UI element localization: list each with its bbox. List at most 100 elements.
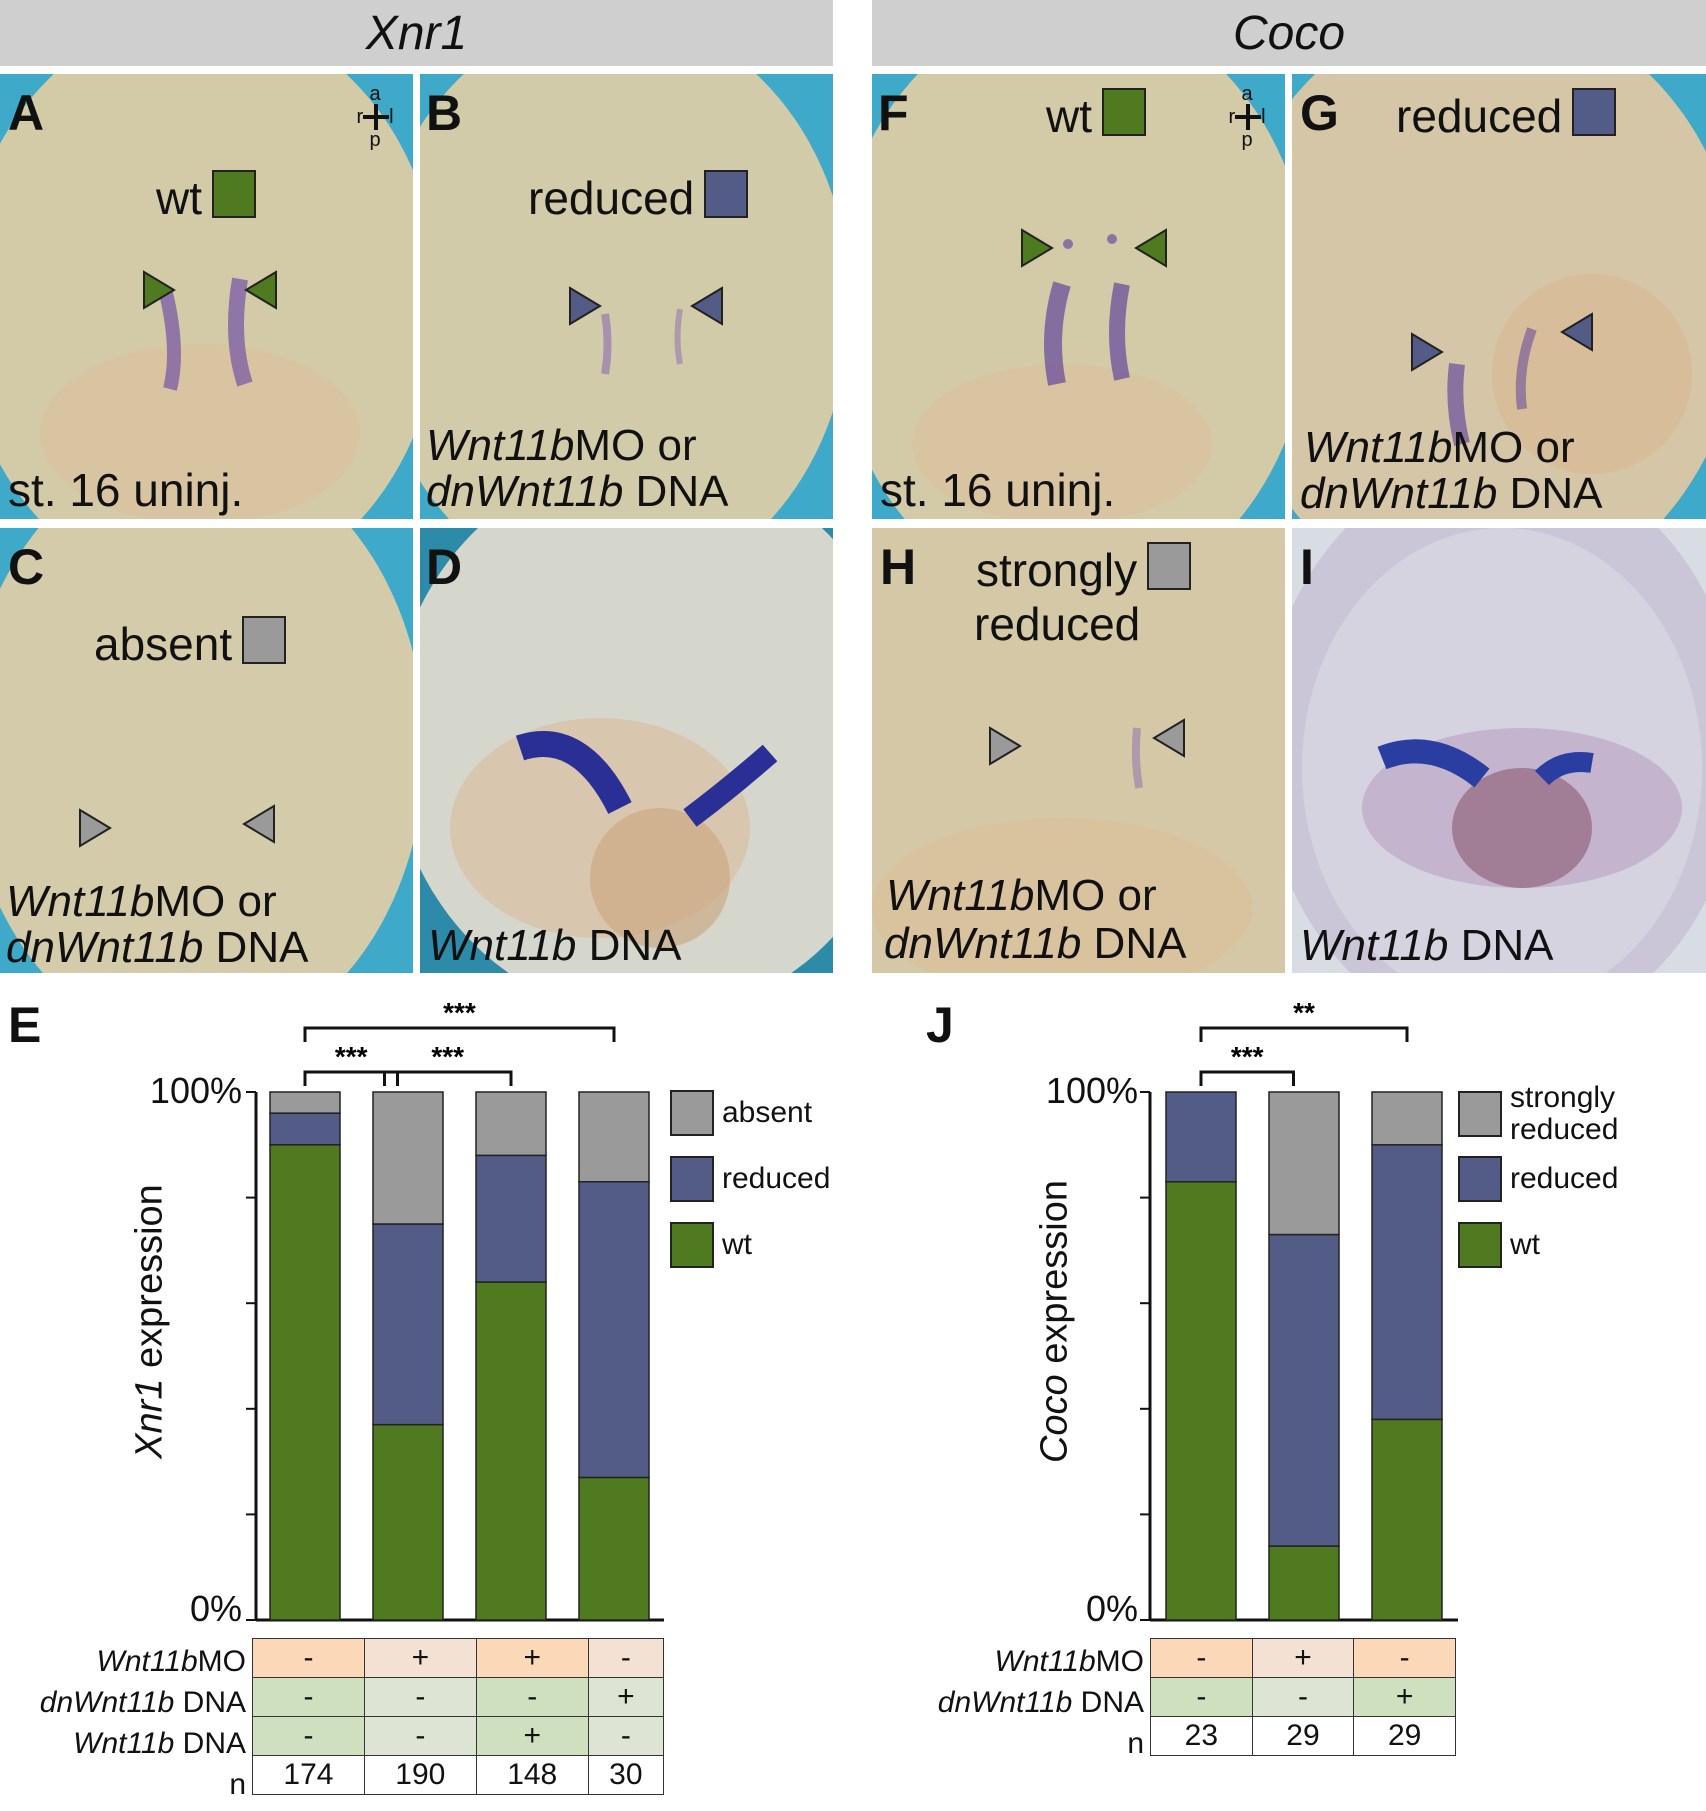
wt-swatch <box>1102 88 1146 136</box>
arrowhead-left-icon <box>690 286 723 326</box>
bar-segment-reduced <box>1165 1091 1237 1183</box>
bar-segment-reduced <box>1268 1233 1340 1547</box>
table-cell: + <box>587 1677 665 1717</box>
significance-stars: *** <box>1231 1041 1264 1072</box>
bar-segment-reduced <box>372 1223 444 1426</box>
table-cell: - <box>252 1716 365 1756</box>
tag-reduced: reduced <box>1396 88 1617 140</box>
panel-label-c: C <box>8 539 45 595</box>
legend-item-strongly-reduced: strongly reduced <box>1458 1082 1630 1145</box>
bracket-line <box>1199 1070 1295 1086</box>
table-cell: - <box>587 1716 665 1756</box>
tag-absent: absent <box>94 616 287 668</box>
tag-strongly-reduced-line2: reduced <box>974 598 1141 650</box>
embryo-image-g <box>1292 74 1706 519</box>
table-cell: + <box>475 1716 589 1756</box>
legend-item-reduced: reduced <box>670 1156 830 1202</box>
table-cell: + <box>363 1638 477 1678</box>
condition-text: dnWnt11b DNA <box>6 923 309 972</box>
bar-segment-absent <box>372 1091 444 1225</box>
condition-text: dnWnt11b DNA <box>884 919 1187 968</box>
bar-segment-reduced <box>269 1112 341 1146</box>
bracket-line <box>303 1070 399 1086</box>
arrowhead-left-icon <box>1560 312 1593 352</box>
reduced-swatch <box>1572 88 1617 136</box>
bar-segment-wt <box>1268 1545 1340 1621</box>
bar-segment-wt <box>372 1423 444 1621</box>
bar-segment-strongly-reduced <box>1268 1091 1340 1236</box>
table-cell: - <box>587 1638 665 1678</box>
stage-label: st. 16 uninj. <box>880 464 1116 516</box>
panel-f: F wt a r l p st. 16 uninj. <box>872 74 1285 519</box>
panel-label-g: G <box>1300 85 1339 141</box>
significance-stars: *** <box>443 997 476 1028</box>
bar-segment-wt <box>1165 1181 1237 1621</box>
arrowhead-right-icon <box>989 726 1022 766</box>
table-row: - + - <box>1150 1638 1456 1678</box>
header-coco: Coco <box>872 0 1706 66</box>
legend-item-wt: wt <box>1458 1222 1540 1268</box>
table-cell: + <box>1353 1677 1456 1717</box>
bar-segment-wt <box>1371 1418 1443 1621</box>
table-cell-n: 23 <box>1150 1716 1253 1756</box>
table-cell: - <box>1150 1638 1253 1678</box>
table-row: - - - + <box>252 1677 665 1717</box>
condition-table-e: - + + - - - - + - - + - 174 190 148 30 <box>252 1638 665 1795</box>
table-row-label: Wnt11bMO <box>96 1645 247 1678</box>
table-row-n: 23 29 29 <box>1150 1716 1456 1756</box>
arrowhead-right-icon <box>143 270 176 310</box>
significance-bracket: *** <box>383 1041 513 1086</box>
panel-g: G reduced Wnt11bMO or dnWnt11b DNA <box>1292 74 1706 519</box>
table-cell: + <box>475 1638 589 1678</box>
significance-bracket: *** <box>1199 1041 1295 1086</box>
table-cell: - <box>252 1677 365 1717</box>
condition-text: Wnt11b DNA <box>428 921 682 970</box>
significance-bracket: ** <box>1199 997 1409 1042</box>
table-cell-n: 30 <box>587 1755 665 1795</box>
condition-text: Wnt11bMO or <box>1304 423 1575 472</box>
table-row-label: dnWnt11b DNA <box>937 1686 1144 1719</box>
legend-item-absent: absent <box>670 1090 812 1136</box>
arrowhead-right-icon <box>569 286 602 326</box>
tag-reduced: reduced <box>528 170 749 222</box>
legend-label: wt <box>722 1228 752 1262</box>
bracket-line <box>383 1070 513 1086</box>
table-cell: - <box>1251 1677 1355 1717</box>
condition-text: Wnt11bMO or <box>6 877 277 926</box>
condition-text: Wnt11b DNA <box>1300 921 1554 970</box>
significance-bracket: *** <box>303 997 616 1042</box>
absent-swatch <box>242 616 287 664</box>
table-row: - - + - <box>252 1716 665 1756</box>
embryo-image-c <box>0 528 413 973</box>
table-row-label: Wnt11bMO <box>994 1645 1145 1678</box>
panel-i: I Wnt11b DNA <box>1292 528 1706 973</box>
bar-segment-reduced <box>1371 1144 1443 1421</box>
table-row: - + + - <box>252 1638 665 1678</box>
condition-text: Wnt11bMO or <box>886 871 1157 920</box>
embryo-image-d <box>420 528 833 973</box>
arrowhead-left-icon <box>242 804 275 844</box>
stage-label: st. 16 uninj. <box>8 464 244 516</box>
table-cell-n: 190 <box>363 1755 477 1795</box>
embryo-image-f <box>872 74 1285 519</box>
bar-segment-reduced <box>475 1154 547 1283</box>
legend-swatch-reduced <box>670 1156 714 1202</box>
table-row-n: 174 190 148 30 <box>252 1755 665 1795</box>
panel-label-f: F <box>878 85 909 141</box>
table-cell-n: 29 <box>1251 1716 1355 1756</box>
legend-label: reduced <box>1510 1162 1619 1196</box>
table-row-label: dnWnt11b DNA <box>39 1686 246 1719</box>
bar-segment-reduced <box>578 1181 650 1479</box>
panel-label-d: D <box>426 539 463 595</box>
y-tick-0: 0% <box>189 1588 242 1629</box>
table-cell-n: 148 <box>475 1755 589 1795</box>
chart-label-e: E <box>8 997 42 1053</box>
orientation-icon: a r l p <box>1228 83 1266 151</box>
legend-label: wt <box>1510 1228 1540 1262</box>
chart-label-j: J <box>926 997 954 1053</box>
table-cell-n: 29 <box>1353 1716 1456 1756</box>
table-cell: - <box>252 1638 365 1678</box>
table-row-label-n: n <box>1127 1727 1144 1760</box>
arrowhead-right-icon <box>1411 332 1444 372</box>
panel-c: C absent Wnt11bMO or dnWnt11b DNA <box>0 528 413 973</box>
